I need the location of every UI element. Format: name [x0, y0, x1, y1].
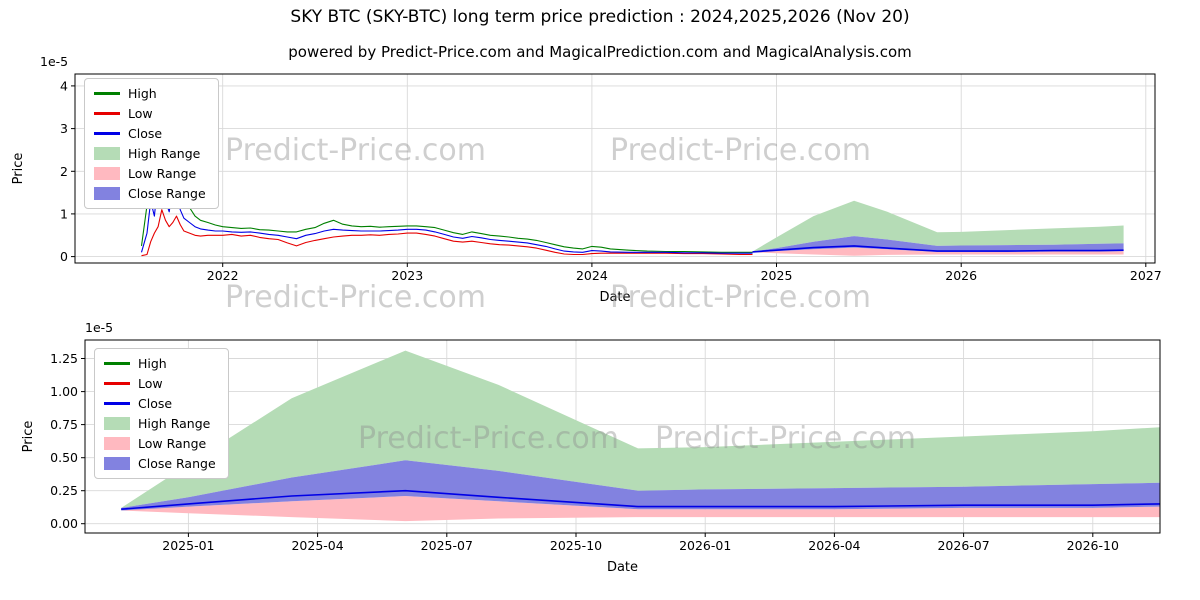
legend-line-sample — [104, 402, 130, 405]
x-axis-label: Date — [607, 560, 638, 575]
legend-label: High Range — [138, 416, 211, 431]
legend-item-close: Close — [104, 396, 216, 411]
legend-item-low-range: Low Range — [94, 166, 206, 181]
legend-label: High — [138, 356, 167, 371]
x-tick-label: 2027 — [1130, 268, 1162, 283]
x-tick-label: 2023 — [391, 268, 423, 283]
legend-item-close-range: Close Range — [94, 186, 206, 201]
x-tick-label: 2024 — [576, 268, 608, 283]
legend-label: Low Range — [128, 166, 197, 181]
chart-subtitle: powered by Predict-Price.com and Magical… — [288, 43, 912, 61]
plot-frame — [74, 73, 1156, 264]
legend-label: Close — [138, 396, 173, 411]
close-range-band — [752, 236, 1124, 253]
legend-label: High Range — [128, 146, 201, 161]
y-tick-label: 2 — [60, 164, 68, 179]
legend-item-high-range: High Range — [94, 146, 206, 161]
legend-item-high-range: High Range — [104, 416, 216, 431]
legend-label: Close — [128, 126, 163, 141]
axis-scale-offset: 1e-5 — [85, 320, 113, 335]
legend-patch-sample — [104, 457, 130, 470]
x-tick-label: 2025-10 — [550, 538, 602, 553]
close-range-band — [121, 460, 1161, 511]
y-tick-label: 1.25 — [50, 351, 78, 366]
legend-line-sample — [94, 112, 120, 115]
chart-title: SKY BTC (SKY-BTC) long term price predic… — [290, 7, 910, 27]
y-axis-label: Price — [21, 421, 36, 453]
legend-label: Low — [128, 106, 153, 121]
x-tick-label: 2025-07 — [421, 538, 473, 553]
close-line — [140, 149, 753, 254]
close-forecast-line — [752, 245, 1124, 253]
legend-line-sample — [104, 382, 130, 385]
legend-item-high: High — [104, 356, 216, 371]
y-tick-label: 0 — [60, 249, 68, 264]
x-tick-label: 2025 — [761, 268, 793, 283]
x-tick-label: 2025-04 — [291, 538, 343, 553]
x-tick-label: 2026-04 — [808, 538, 860, 553]
y-tick-label: 0.25 — [50, 483, 78, 498]
close-forecast-line — [121, 489, 1161, 510]
x-tick-label: 2026 — [945, 268, 977, 283]
x-tick-label: 2026-10 — [1067, 538, 1119, 553]
legend-label: Low — [138, 376, 163, 391]
legend-patch-sample — [104, 417, 130, 430]
high-line — [140, 83, 753, 253]
y-tick-label: 3 — [60, 121, 68, 136]
legend-line-sample — [104, 362, 130, 365]
y-tick-label: 1 — [60, 206, 68, 221]
legend-item-low-range: Low Range — [104, 436, 216, 451]
plot-frame — [84, 339, 1161, 534]
y-tick-label: 0.75 — [50, 417, 78, 432]
legend-patch-sample — [94, 187, 120, 200]
low-line — [141, 209, 753, 257]
high-range-band — [752, 200, 1124, 252]
legend-patch-sample — [104, 437, 130, 450]
y-tick-label: 1.00 — [50, 384, 78, 399]
legend-label: High — [128, 86, 157, 101]
legend-label: Close Range — [138, 456, 216, 471]
high-range-band — [121, 350, 1161, 508]
legend-top: High Low Close High Range Low Range Close Ran… — [84, 78, 219, 209]
x-axis-label: Date — [599, 290, 630, 305]
y-tick-label: 0.00 — [50, 516, 78, 531]
low-range-band — [121, 496, 1161, 522]
y-tick-label: 0.50 — [50, 450, 78, 465]
x-tick-label: 2026-07 — [937, 538, 989, 553]
legend-line-sample — [94, 132, 120, 135]
legend-item-low: Low — [94, 106, 206, 121]
x-tick-label: 2022 — [207, 268, 239, 283]
legend-bottom: High Low Close High Range Low Range Close Ran… — [94, 348, 229, 479]
legend-label: Low Range — [138, 436, 207, 451]
legend-item-close-range: Close Range — [104, 456, 216, 471]
y-axis-label: Price — [11, 153, 26, 185]
low-range-band — [752, 247, 1124, 256]
x-tick-label: 2025-01 — [162, 538, 214, 553]
legend-patch-sample — [94, 167, 120, 180]
axis-scale-offset: 1e-5 — [40, 54, 68, 69]
legend-patch-sample — [94, 147, 120, 160]
legend-line-sample — [94, 92, 120, 95]
legend-item-close: Close — [94, 126, 206, 141]
y-tick-label: 4 — [60, 78, 68, 93]
x-tick-label: 2026-01 — [679, 538, 731, 553]
legend-item-high: High — [94, 86, 206, 101]
legend-item-low: Low — [104, 376, 216, 391]
legend-label: Close Range — [128, 186, 206, 201]
